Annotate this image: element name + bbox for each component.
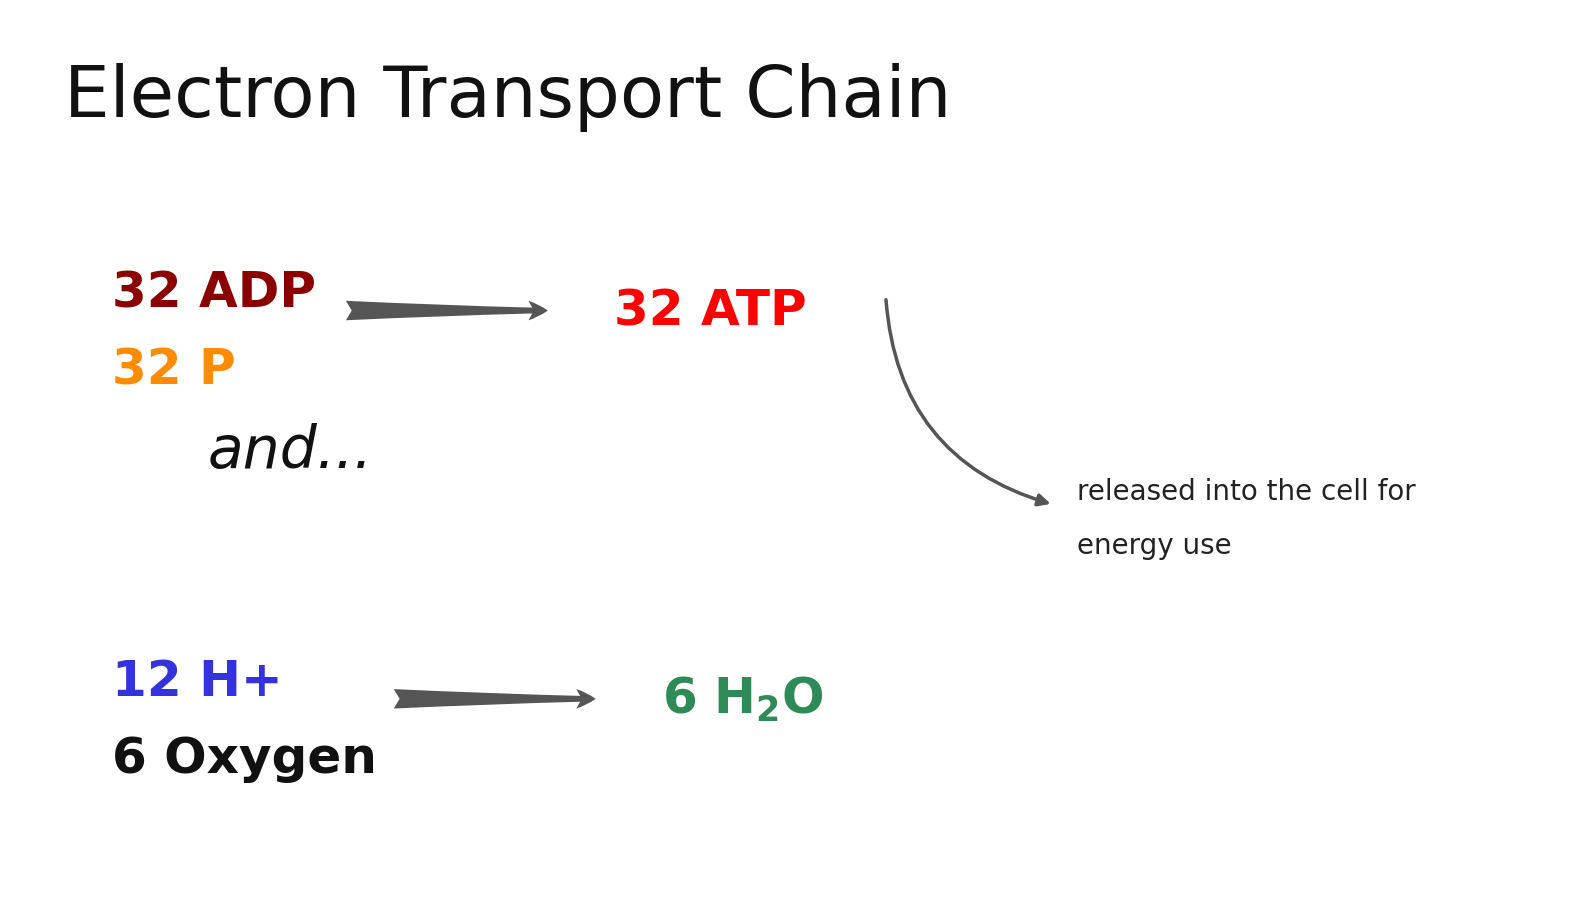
Text: 12 H+: 12 H+ — [112, 657, 282, 705]
Text: energy use: energy use — [1077, 531, 1232, 560]
Text: Electron Transport Chain: Electron Transport Chain — [64, 63, 951, 132]
Text: 32 ADP: 32 ADP — [112, 269, 316, 318]
Text: 32 ATP: 32 ATP — [614, 287, 808, 336]
Text: released into the cell for: released into the cell for — [1077, 477, 1416, 506]
Text: 32 P: 32 P — [112, 345, 235, 394]
Text: and...: and... — [207, 422, 373, 480]
Text: $\mathbf{6\ H_2O}$: $\mathbf{6\ H_2O}$ — [662, 675, 824, 723]
Text: 6 Oxygen: 6 Oxygen — [112, 733, 377, 782]
